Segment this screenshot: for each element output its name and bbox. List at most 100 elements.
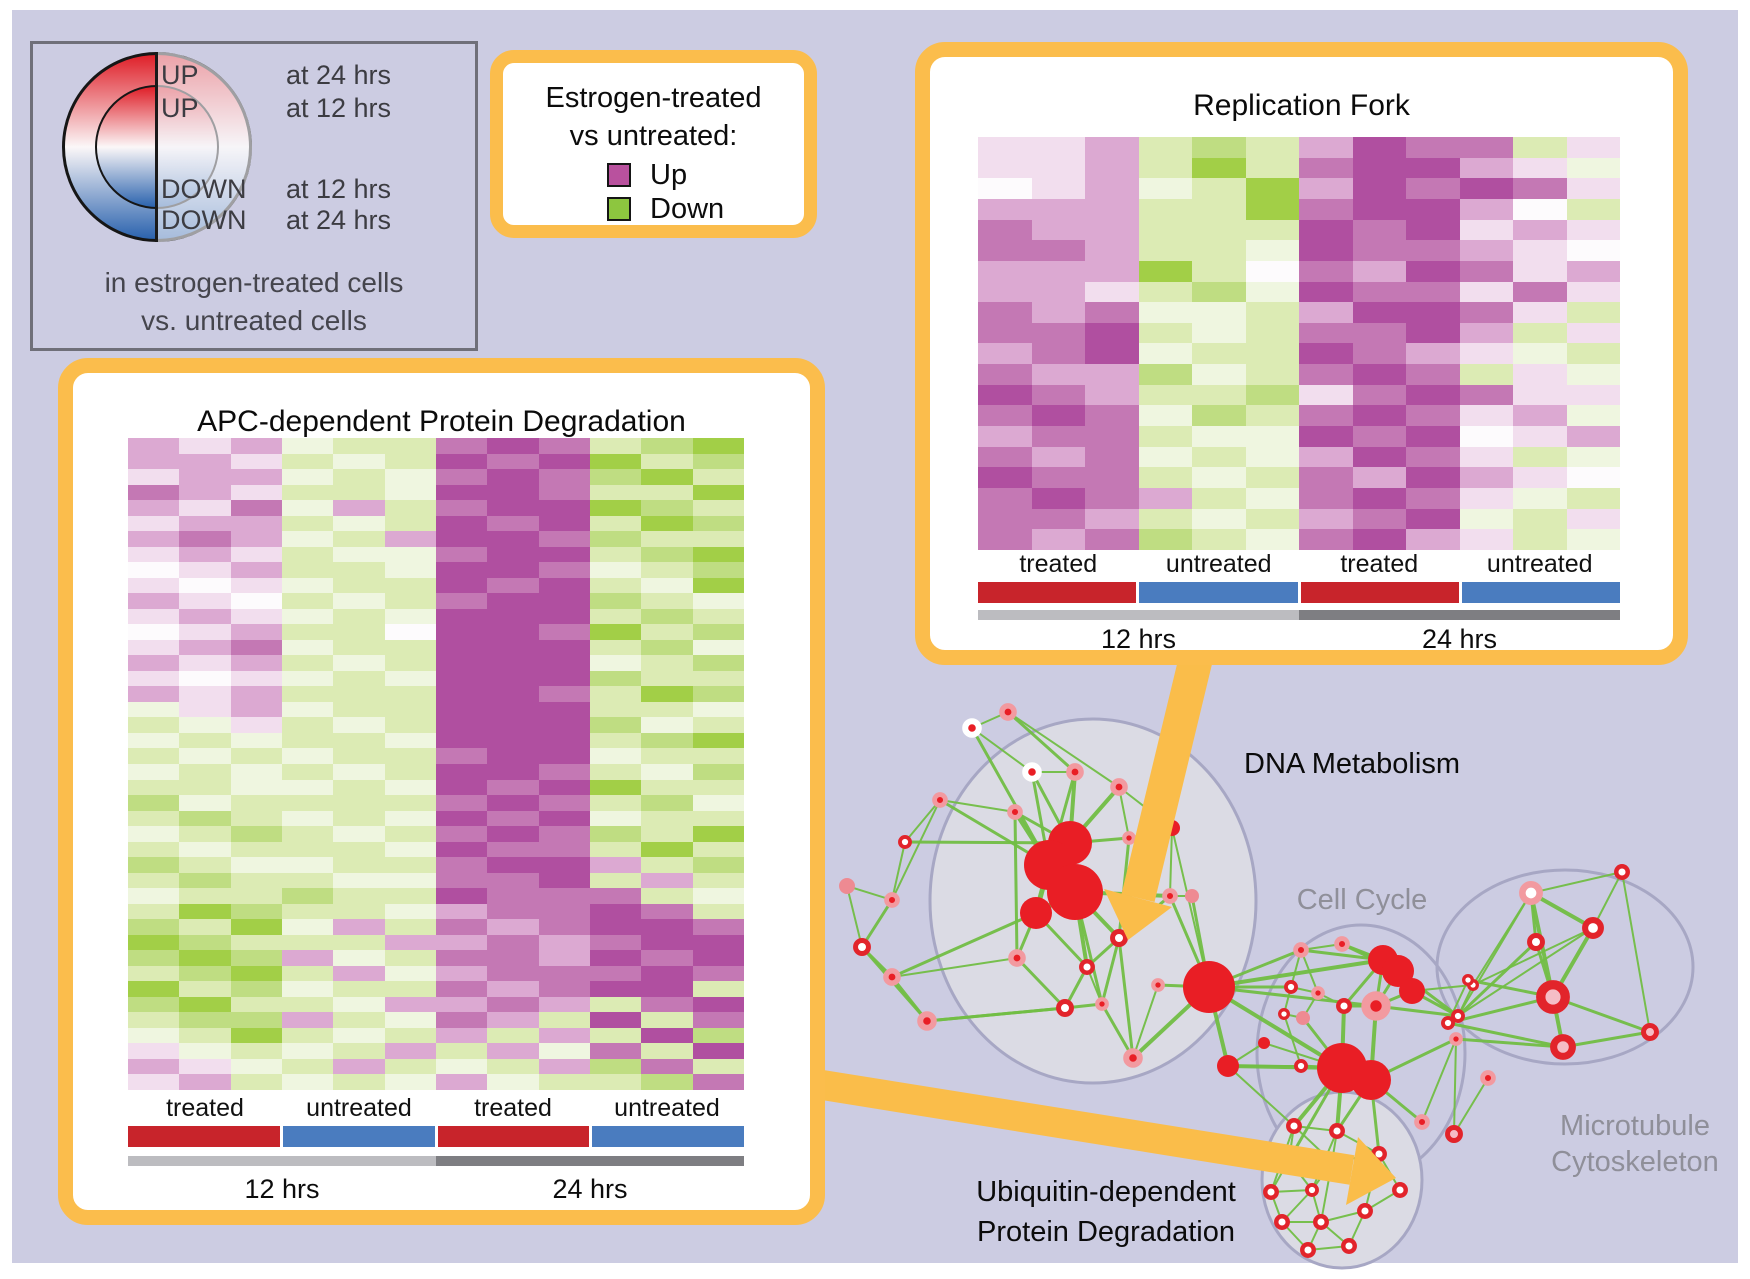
heatmap-cell	[1031, 446, 1085, 468]
heatmap-cell	[435, 701, 488, 718]
heatmap-row	[128, 888, 744, 904]
heatmap-cell	[978, 446, 1032, 468]
heatmap-cell	[1031, 302, 1085, 323]
heatmap-cell	[281, 670, 334, 687]
heatmap-cell	[641, 469, 693, 485]
heatmap-row	[128, 996, 744, 1013]
heatmap-cell	[179, 1074, 231, 1090]
apc-time-labels: 12 hrs 24 hrs	[128, 1174, 744, 1204]
cluster-label-microtubule-line2: Cytoskeleton	[1551, 1146, 1719, 1178]
heatmap-cell	[487, 732, 539, 749]
heatmap-cell	[589, 1027, 642, 1044]
heatmap-cell	[641, 686, 693, 702]
rf-time-bars	[978, 610, 1620, 620]
heatmap-cell	[281, 438, 334, 454]
heatmap-row	[128, 701, 744, 718]
heatmap-cell	[641, 562, 693, 578]
heatmap-cell	[1513, 364, 1567, 385]
heatmap-cell	[1352, 488, 1406, 509]
heatmap-cell	[128, 857, 180, 873]
heatmap-cell	[692, 779, 744, 796]
heatmap-cell	[589, 639, 642, 656]
gene-node-donut	[1305, 1183, 1319, 1197]
heatmap-row	[128, 546, 744, 563]
heatmap-cell	[179, 562, 231, 578]
heatmap-cell	[538, 1058, 590, 1075]
heatmap-cell	[692, 1058, 744, 1075]
heatmap-cell	[978, 384, 1032, 406]
venn-footer-line1: in estrogen-treated cells	[104, 267, 404, 298]
heatmap-cell	[589, 841, 642, 858]
heatmap-cell	[1352, 302, 1406, 323]
heatmap-cell	[1406, 302, 1460, 323]
heatmap-row	[978, 488, 1620, 509]
heatmap-cell	[333, 1012, 385, 1028]
heatmap-cell	[230, 453, 282, 470]
heatmap-row	[128, 670, 744, 687]
heatmap-cell	[978, 302, 1032, 323]
gene-node-donut	[1284, 980, 1298, 994]
heatmap-cell	[1192, 240, 1246, 261]
heatmap-cell	[384, 903, 436, 920]
heatmap-row	[978, 405, 1620, 427]
heatmap-cell	[281, 1074, 334, 1090]
gene-node-pink	[839, 878, 855, 894]
heatmap-row	[128, 686, 744, 702]
venn-legend-box: UP at 24 hrs UP at 12 hrs DOWN at 12 hrs…	[30, 41, 478, 351]
heatmap-cell	[1352, 343, 1406, 365]
heatmap-cell	[333, 934, 385, 951]
heatmap-cell	[230, 1043, 282, 1059]
heatmap-cell	[1566, 426, 1620, 447]
heatmap-cell	[281, 810, 334, 827]
heatmap-cell	[487, 903, 539, 920]
heatmap-cell	[179, 826, 231, 842]
heatmap-cell	[128, 965, 180, 982]
heatmap-cell	[538, 888, 590, 904]
gene-node-white-pink-ring	[1519, 881, 1543, 905]
heatmap-cell	[128, 732, 180, 749]
heatmap-row	[978, 529, 1620, 550]
heatmap-cell	[333, 795, 385, 811]
heatmap-cell	[1245, 240, 1299, 261]
heatmap-cell	[538, 810, 590, 827]
heatmap-cell	[333, 453, 385, 470]
heatmap-cell	[435, 810, 488, 827]
heatmap-cell	[538, 717, 590, 733]
apc-group-labels: treated untreated treated untreated	[128, 1094, 744, 1122]
heatmap-cell	[179, 500, 231, 516]
gene-node-donut	[1451, 1009, 1465, 1023]
heatmap-cell	[978, 488, 1032, 509]
heatmap-cell	[589, 732, 642, 749]
heatmap-cell	[128, 1043, 180, 1059]
apc-time-bars	[128, 1156, 744, 1166]
heatmap-cell	[1245, 426, 1299, 447]
heatmap-cell	[230, 655, 282, 671]
condition-group-label: treated	[474, 1094, 552, 1122]
heatmap-cell	[128, 981, 180, 997]
heatmap-cell	[641, 996, 693, 1013]
network-edge	[1453, 1077, 1489, 1135]
network-edge	[891, 957, 1018, 978]
heatmap-row	[978, 364, 1620, 385]
heatmap-cell	[1245, 137, 1299, 158]
heatmap-cell	[589, 515, 642, 532]
time-span-bar	[128, 1156, 436, 1166]
heatmap-cell	[1352, 281, 1406, 303]
network-edge	[1132, 984, 1159, 1059]
gene-node-pink-halo	[917, 1011, 937, 1031]
gene-node-solid	[1020, 897, 1052, 929]
heatmap-cell	[1459, 343, 1513, 365]
heatmap-cell	[1245, 322, 1299, 344]
heatmap-cell	[641, 732, 693, 749]
heatmap-cell	[1192, 343, 1246, 365]
heatmap-cell	[384, 577, 436, 594]
heatmap-row	[128, 965, 744, 982]
heatmap-cell	[281, 996, 334, 1013]
heatmap-cell	[978, 240, 1032, 261]
heatmap-row	[978, 240, 1620, 261]
heatmap-cell	[692, 639, 744, 656]
heatmap-cell	[128, 546, 180, 563]
network-edge	[1446, 1021, 1565, 1049]
gene-node-pink-halo	[883, 968, 901, 986]
heatmap-cell	[487, 639, 539, 656]
